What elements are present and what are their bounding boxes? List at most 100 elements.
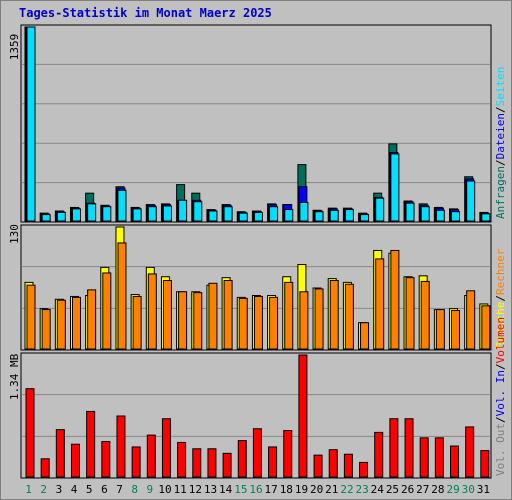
bar-seiten-day-27 [420,206,430,222]
x-label-day-11: 11 [174,483,187,496]
y-max-label-visits: 130 [8,224,21,244]
bar-volumen-day-7 [116,415,126,478]
bar-volumen-day-3 [55,429,65,478]
legend-dateien: Dateien [494,113,507,159]
x-label-day-2: 2 [40,483,47,496]
bar-rechner-day-22 [344,283,354,350]
bar-seiten-day-31 [481,213,491,222]
y-max-label-volume: 1.34 MB [8,353,21,400]
bar-volumen-day-6 [101,440,111,478]
bar-volumen-day-13 [207,448,217,478]
bar-volumen-day-24 [374,431,384,478]
bar-volumen-day-26 [404,418,414,478]
x-label-day-1: 1 [25,483,32,496]
bar-rechner-day-16 [253,295,263,350]
bars-layer [24,26,491,478]
x-label-day-3: 3 [56,483,63,496]
bar-volumen-day-10 [161,418,171,478]
x-label-day-31: 31 [477,483,490,496]
bar-seiten-day-19 [299,201,309,222]
bar-volumen-day-21 [328,449,338,478]
bar-volumen-day-18 [283,430,293,478]
y-max-label-requests: 1359 [8,34,21,61]
legend-requests: Anfragen/Dateien/Seiten [494,67,507,219]
bar-seiten-day-9 [147,206,157,222]
legend-vol-in: Vol. In [494,370,507,416]
bar-seiten-day-10 [162,205,172,222]
panel-requests [20,24,492,223]
bar-rechner-day-13 [208,282,218,350]
bar-rechner-day-17 [269,296,279,350]
x-label-day-23: 23 [356,483,369,496]
x-label-day-26: 26 [401,483,414,496]
bar-rechner-day-3 [56,299,66,350]
bar-volumen-day-30 [465,426,475,478]
bar-seiten-day-1 [26,26,36,222]
bar-volumen-day-16 [252,428,262,478]
legend-anfragen: Anfragen [494,166,507,219]
bar-seiten-day-21 [329,209,339,222]
bar-volumen-day-15 [237,440,247,478]
bar-seiten-day-30 [466,180,476,222]
bar-rechner-day-20 [314,288,324,350]
bar-rechner-day-14 [223,279,233,350]
bar-seiten-day-15 [238,212,248,222]
bar-seiten-day-6 [102,206,112,222]
bar-rechner-day-9 [147,273,157,350]
chart-title: Tages-Statistik im Monat Maerz 2025 [19,6,272,20]
bar-seiten-day-24 [375,197,385,222]
legend-volume: Vol. Out/Vol. In/Volumen [494,317,507,476]
bar-seiten-day-17 [269,206,279,222]
bar-rechner-day-27 [420,280,430,350]
bar-seiten-day-29 [451,211,461,222]
x-label-day-7: 7 [116,483,123,496]
bar-volumen-day-28 [434,437,444,478]
x-label-day-27: 27 [416,483,429,496]
bar-rechner-day-18 [284,281,294,350]
visits-legend-text: Besuche/Rechner [494,248,507,348]
x-label-day-28: 28 [431,483,444,496]
x-label-day-4: 4 [71,483,78,496]
x-axis-day-labels: 1 2 3 4 5 6 7 8 9 10 11 12 13 14 15 16 17 18 19 20 21 22 23 24 2… [25,483,490,496]
bar-seiten-day-14 [223,206,233,222]
bar-seiten-day-22 [344,209,354,222]
bar-volumen-day-22 [343,453,353,478]
bar-seiten-day-4 [71,208,81,222]
bar-volumen-day-27 [419,437,429,478]
x-label-day-24: 24 [371,483,385,496]
bar-rechner-day-6 [102,272,112,350]
legend-rechner: Rechner [494,248,507,295]
bar-volumen-day-20 [313,454,323,478]
x-label-day-17: 17 [265,483,278,496]
x-label-day-12: 12 [189,483,202,496]
bar-rechner-day-7 [117,242,127,350]
bar-volumen-day-25 [389,418,399,478]
bar-rechner-day-8 [132,295,142,350]
bar-rechner-day-30 [466,290,476,350]
legend-visits: Besuche/Rechner [494,248,507,348]
x-label-day-16: 16 [249,483,262,496]
x-label-day-13: 13 [204,483,217,496]
bar-rechner-day-31 [481,305,491,350]
bar-volumen-day-17 [268,446,278,478]
x-label-day-19: 19 [295,483,308,496]
x-label-day-5: 5 [86,483,93,496]
x-label-day-8: 8 [131,483,138,496]
legend-separator: / [494,106,507,113]
bar-seiten-day-11 [178,199,188,222]
legend-vol-out: Vol. Out [494,423,507,476]
bar-seiten-day-28 [435,209,445,222]
bar-seiten-day-16 [253,211,263,222]
bar-volumen-day-23 [359,461,369,478]
bar-seiten-day-7 [117,189,127,222]
bar-seiten-day-3 [56,211,66,222]
bar-seiten-day-26 [405,202,415,222]
bar-rechner-day-2 [41,309,51,350]
bar-volumen-day-31 [480,450,490,478]
bar-seiten-day-18 [284,209,294,222]
bar-rechner-day-15 [238,297,248,350]
bar-volumen-day-4 [70,443,80,478]
bar-seiten-day-8 [132,208,142,222]
